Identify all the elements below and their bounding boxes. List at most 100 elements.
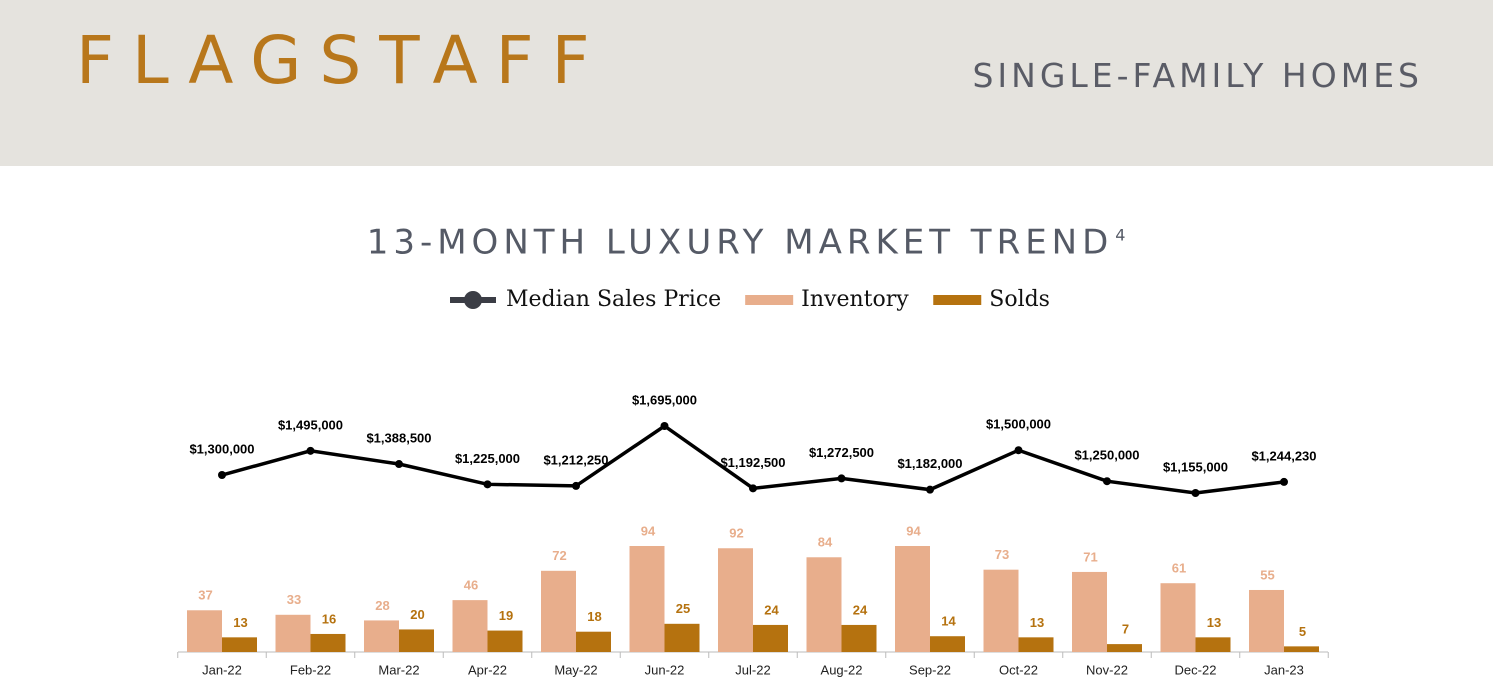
value-label: 72 bbox=[552, 548, 566, 563]
bar bbox=[806, 557, 842, 652]
x-tick-label: Sep-22 bbox=[909, 662, 951, 677]
price-point bbox=[1014, 446, 1023, 455]
value-label: 73 bbox=[995, 547, 1009, 562]
value-label: $1,244,230 bbox=[1251, 448, 1316, 463]
bar bbox=[718, 548, 753, 652]
value-label: 18 bbox=[587, 609, 601, 624]
bar bbox=[841, 624, 877, 652]
x-tick-label: Aug-22 bbox=[821, 662, 863, 677]
value-label: $1,250,000 bbox=[1074, 448, 1139, 463]
price-point bbox=[749, 484, 757, 493]
price-point bbox=[572, 481, 580, 490]
value-label: 46 bbox=[464, 578, 478, 593]
price-point bbox=[218, 471, 226, 480]
x-tick-label: Dec-22 bbox=[1175, 662, 1217, 677]
x-tick-label: Feb-22 bbox=[290, 662, 331, 677]
value-label: 37 bbox=[198, 588, 212, 603]
value-label: $1,388,500 bbox=[366, 430, 431, 445]
price-point bbox=[1280, 477, 1288, 486]
bar bbox=[895, 546, 930, 652]
chart: 13-MONTH LUXURY MARKET TREND 4 Median Sal… bbox=[177, 223, 1329, 677]
header: FLAGSTAFF SINGLE-FAMILY HOMES bbox=[0, 0, 1493, 166]
bar bbox=[487, 630, 523, 652]
segment-title: SINGLE-FAMILY HOMES bbox=[972, 56, 1423, 95]
title-superscript: 4 bbox=[1115, 226, 1125, 245]
value-label: $1,182,000 bbox=[897, 456, 962, 471]
price-point bbox=[837, 474, 846, 483]
value-label: 25 bbox=[676, 601, 690, 616]
value-label: $1,300,000 bbox=[189, 441, 254, 456]
value-label: 24 bbox=[853, 602, 868, 617]
legend-label: Solds bbox=[989, 287, 1050, 312]
price-point bbox=[306, 446, 315, 455]
price-point bbox=[1103, 477, 1111, 486]
value-label: 55 bbox=[1260, 567, 1274, 582]
value-label: 20 bbox=[410, 607, 424, 622]
value-label: 24 bbox=[764, 602, 779, 617]
chart-title: 13-MONTH LUXURY MARKET TREND bbox=[367, 223, 1114, 263]
value-label: 19 bbox=[499, 608, 513, 623]
bar bbox=[753, 624, 788, 652]
value-label: $1,272,500 bbox=[809, 445, 874, 460]
bar bbox=[275, 614, 311, 652]
value-label: 16 bbox=[322, 611, 336, 626]
value-label: $1,495,000 bbox=[278, 417, 343, 432]
value-label: 14 bbox=[941, 614, 956, 629]
value-label: 7 bbox=[1122, 622, 1129, 637]
value-label: 33 bbox=[287, 592, 301, 607]
bar bbox=[187, 610, 222, 652]
value-label: 94 bbox=[641, 523, 656, 538]
bar bbox=[983, 569, 1019, 652]
bar bbox=[1284, 646, 1319, 652]
value-label: 28 bbox=[375, 598, 389, 613]
bar bbox=[541, 570, 576, 652]
value-label: $1,695,000 bbox=[632, 392, 697, 407]
x-tick-label: Jul-22 bbox=[735, 662, 770, 677]
bar bbox=[576, 631, 611, 652]
legend-label: Inventory bbox=[801, 287, 909, 312]
value-label: 84 bbox=[818, 535, 833, 550]
bar bbox=[1107, 644, 1142, 652]
value-label: $1,192,500 bbox=[720, 455, 785, 470]
bar bbox=[310, 633, 346, 652]
value-label: 94 bbox=[906, 523, 921, 538]
bar bbox=[1195, 637, 1231, 652]
bar bbox=[222, 637, 257, 652]
x-tick-label: Nov-22 bbox=[1086, 662, 1128, 677]
price-point bbox=[483, 480, 492, 489]
bar bbox=[1018, 637, 1054, 652]
bar bbox=[664, 623, 700, 652]
x-tick-label: Jun-22 bbox=[645, 662, 685, 677]
bar bbox=[364, 620, 399, 652]
x-tick-label: Apr-22 bbox=[468, 662, 507, 677]
legend-swatch bbox=[933, 295, 982, 305]
bar bbox=[399, 629, 434, 652]
value-label: $1,155,000 bbox=[1163, 459, 1228, 474]
value-label: 92 bbox=[729, 526, 743, 541]
x-tick-label: Mar-22 bbox=[378, 662, 419, 677]
value-label: 13 bbox=[1030, 615, 1044, 630]
x-tick-label: Jan-23 bbox=[1264, 662, 1304, 677]
value-label: 13 bbox=[1207, 615, 1221, 630]
bar bbox=[1072, 571, 1107, 652]
price-point bbox=[926, 485, 934, 494]
legend-dot bbox=[464, 291, 482, 309]
legend-label: Median Sales Price bbox=[506, 287, 721, 312]
value-label: 61 bbox=[1172, 561, 1186, 576]
bar bbox=[1160, 583, 1196, 652]
bar bbox=[930, 636, 965, 652]
x-tick-label: Oct-22 bbox=[999, 662, 1038, 677]
price-point bbox=[395, 460, 403, 469]
value-label: $1,500,000 bbox=[986, 417, 1051, 432]
value-label: 71 bbox=[1083, 549, 1097, 564]
x-tick-label: Jan-22 bbox=[202, 662, 242, 677]
value-label: 5 bbox=[1299, 624, 1306, 639]
bar bbox=[629, 546, 665, 652]
bar bbox=[1249, 589, 1284, 652]
legend-swatch bbox=[745, 295, 794, 305]
value-label: 13 bbox=[233, 615, 247, 630]
bar bbox=[452, 600, 488, 652]
value-label: $1,212,250 bbox=[543, 452, 608, 467]
price-point bbox=[1191, 489, 1200, 497]
